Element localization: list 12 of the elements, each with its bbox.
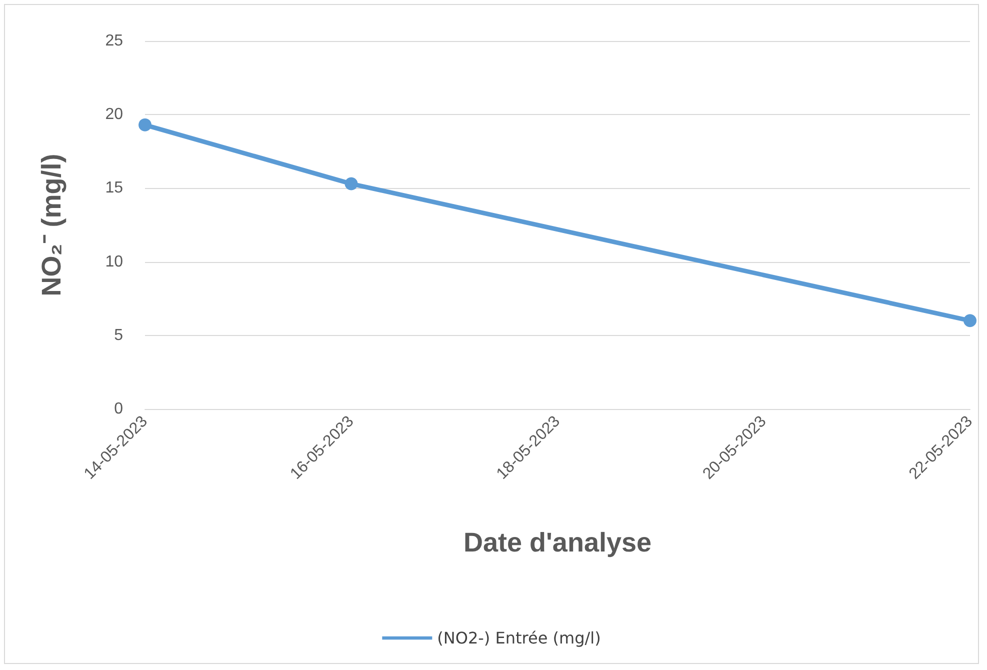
x-axis-title: Date d'analyse: [463, 528, 652, 558]
y-tick-label: 5: [114, 326, 124, 344]
y-tick-label: 0: [114, 400, 124, 418]
y-tick-label: 20: [105, 106, 124, 124]
legend-label: (NO2-) Entrée (mg/l): [437, 628, 601, 648]
point: [964, 314, 976, 328]
point: [344, 177, 358, 190]
y-tick-label: 15: [105, 180, 124, 197]
y-axis-title: NO₂⁻ (mg/l): [36, 154, 66, 296]
y-tick-label: 25: [105, 32, 124, 50]
point: [138, 118, 152, 132]
y-tick-label: 10: [105, 253, 124, 270]
